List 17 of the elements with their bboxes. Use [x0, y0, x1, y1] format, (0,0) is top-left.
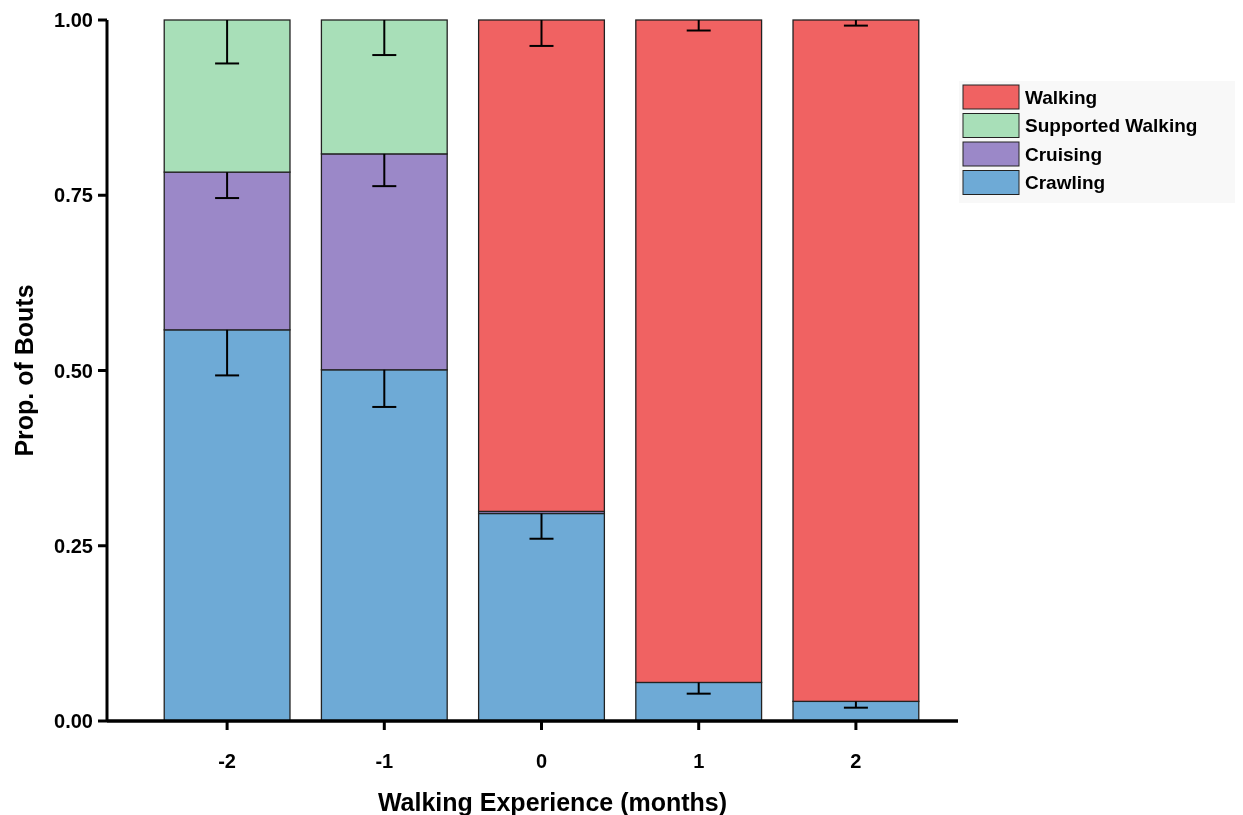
bar: [477, 512, 606, 722]
y-tick-label: 0.50: [54, 359, 93, 382]
y-axis-title: Prop. of Bouts: [10, 284, 38, 457]
legend-label: Crawling: [1025, 172, 1106, 194]
y-tick-label: 0.00: [54, 710, 93, 732]
x-tick-label: 2: [850, 750, 862, 772]
y-tick-label: 1.00: [54, 9, 93, 31]
y-tick-label: 0.75: [54, 184, 93, 207]
legend-label: Supported Walking: [1025, 115, 1198, 137]
legend-label: Walking: [1025, 86, 1098, 108]
y-tick-label: 0.25: [54, 534, 93, 557]
legend-label: Cruising: [1025, 143, 1103, 165]
x-tick-label: 0: [535, 750, 548, 772]
bar: [477, 19, 606, 513]
x-tick-label: -1: [375, 750, 394, 772]
x-tick-label: -2: [218, 750, 236, 772]
x-tick-label: 1: [693, 750, 705, 772]
